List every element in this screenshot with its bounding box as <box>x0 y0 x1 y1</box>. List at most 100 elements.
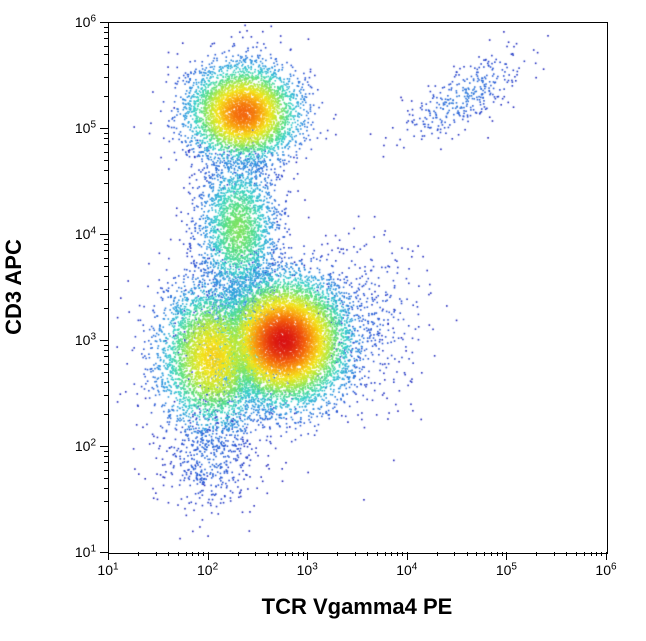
x-tick-minor <box>591 552 592 556</box>
y-tick-major <box>100 552 108 553</box>
x-tick-minor <box>454 552 455 556</box>
density-scatter-canvas <box>109 23 607 553</box>
y-tick-minor <box>104 470 108 471</box>
x-tick-minor <box>303 552 304 556</box>
y-tick-minor <box>104 46 108 47</box>
y-tick-minor <box>104 364 108 365</box>
x-tick-label: 106 <box>595 562 616 578</box>
y-tick-minor <box>104 27 108 28</box>
x-tick-minor <box>203 552 204 556</box>
y-tick-minor <box>104 308 108 309</box>
y-tick-label: 101 <box>75 544 96 560</box>
flow-cytometry-chart: CD3 APC TCR Vgamma4 PE 101 102 103 104 105 10… <box>0 0 646 641</box>
y-tick-minor <box>104 170 108 171</box>
y-tick-label: 102 <box>75 438 96 454</box>
y-tick-minor <box>104 54 108 55</box>
y-tick-minor <box>104 395 108 396</box>
y-tick-minor <box>104 520 108 521</box>
y-tick-minor <box>104 133 108 134</box>
x-tick-minor <box>355 552 356 556</box>
x-tick-minor <box>497 552 498 556</box>
y-tick-minor <box>104 77 108 78</box>
y-tick-minor <box>104 372 108 373</box>
y-tick-major <box>100 446 108 447</box>
x-tick-minor <box>601 552 602 556</box>
x-tick-minor <box>566 552 567 556</box>
x-tick-major <box>606 552 607 560</box>
y-tick-minor <box>104 478 108 479</box>
y-tick-label: 105 <box>75 120 96 136</box>
x-tick-major <box>506 552 507 560</box>
x-tick-minor <box>192 552 193 556</box>
y-tick-minor <box>104 451 108 452</box>
y-tick-minor <box>104 258 108 259</box>
y-tick-major <box>100 128 108 129</box>
x-tick-label: 102 <box>197 562 218 578</box>
y-tick-major <box>100 234 108 235</box>
y-tick-minor <box>104 414 108 415</box>
x-tick-minor <box>385 552 386 556</box>
x-axis-label: TCR Vgamma4 PE <box>262 594 453 620</box>
x-tick-minor <box>156 552 157 556</box>
x-tick-minor <box>268 552 269 556</box>
x-tick-minor <box>168 552 169 556</box>
x-tick-minor <box>277 552 278 556</box>
x-tick-minor <box>476 552 477 556</box>
x-tick-minor <box>484 552 485 556</box>
y-tick-minor <box>104 144 108 145</box>
x-tick-major <box>108 552 109 560</box>
x-tick-minor <box>238 552 239 556</box>
x-tick-minor <box>298 552 299 556</box>
y-tick-minor <box>104 501 108 502</box>
x-axis-label-text: TCR Vgamma4 PE <box>262 594 453 619</box>
x-tick-major <box>307 552 308 560</box>
y-tick-minor <box>104 202 108 203</box>
x-tick-major <box>208 552 209 560</box>
x-tick-minor <box>596 552 597 556</box>
y-tick-label: 103 <box>75 332 96 348</box>
y-tick-minor <box>104 356 108 357</box>
y-tick-minor <box>104 244 108 245</box>
y-tick-minor <box>104 152 108 153</box>
y-axis-label-text: CD3 APC <box>1 239 27 335</box>
x-tick-label: 103 <box>297 562 318 578</box>
x-tick-major <box>407 552 408 560</box>
x-tick-minor <box>285 552 286 556</box>
y-tick-minor <box>104 462 108 463</box>
y-tick-minor <box>104 32 108 33</box>
x-tick-minor <box>178 552 179 556</box>
x-tick-minor <box>467 552 468 556</box>
y-tick-major <box>100 340 108 341</box>
x-tick-minor <box>255 552 256 556</box>
y-tick-minor <box>104 350 108 351</box>
x-tick-minor <box>554 552 555 556</box>
x-tick-minor <box>377 552 378 556</box>
x-tick-label: 101 <box>97 562 118 578</box>
x-tick-minor <box>391 552 392 556</box>
y-tick-minor <box>104 38 108 39</box>
y-tick-minor <box>104 138 108 139</box>
x-tick-minor <box>337 552 338 556</box>
x-tick-minor <box>437 552 438 556</box>
x-tick-minor <box>292 552 293 556</box>
x-tick-minor <box>397 552 398 556</box>
x-tick-minor <box>576 552 577 556</box>
y-tick-label: 106 <box>75 14 96 30</box>
x-tick-minor <box>402 552 403 556</box>
y-tick-minor <box>104 382 108 383</box>
y-tick-minor <box>104 160 108 161</box>
y-tick-minor <box>104 345 108 346</box>
x-tick-minor <box>367 552 368 556</box>
y-tick-minor <box>104 289 108 290</box>
x-tick-minor <box>536 552 537 556</box>
x-tick-minor <box>502 552 503 556</box>
y-tick-minor <box>104 239 108 240</box>
y-tick-label: 104 <box>75 226 96 242</box>
y-tick-minor <box>104 64 108 65</box>
x-tick-minor <box>584 552 585 556</box>
x-tick-label: 105 <box>496 562 517 578</box>
y-tick-minor <box>104 488 108 489</box>
x-tick-minor <box>198 552 199 556</box>
y-tick-minor <box>104 96 108 97</box>
y-tick-minor <box>104 250 108 251</box>
